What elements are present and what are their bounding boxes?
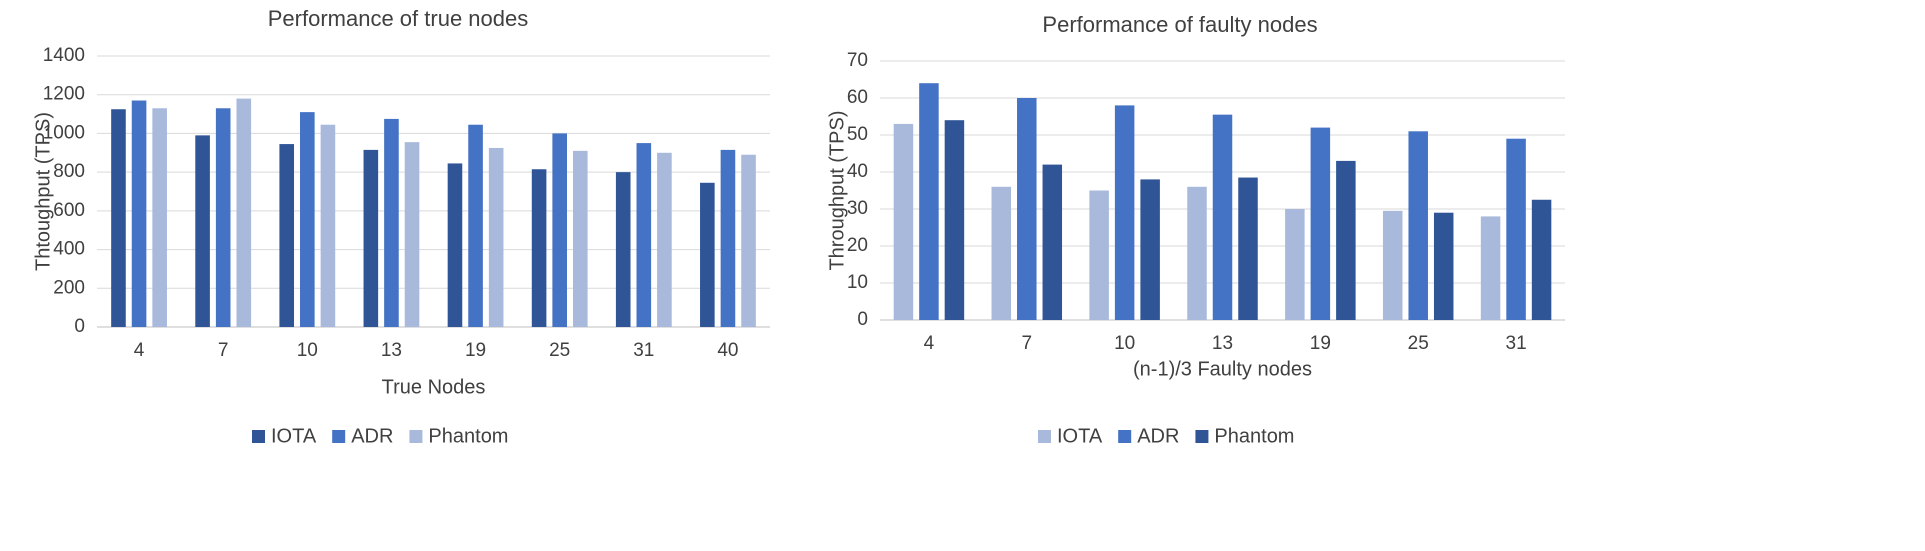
legend-swatch-phantom [1195,430,1209,443]
y-tick-label: 1400 [43,45,85,66]
legend-label-phantom: Phantom [428,425,508,447]
bar-adr-10 [1114,105,1135,321]
legend-swatch-iota [252,430,265,443]
bar-adr-4 [131,100,147,328]
bar-iota-10 [1089,190,1109,320]
x-tick-label: 19 [465,340,486,361]
y-tick-label: 10 [847,272,868,293]
y-tick-label: 30 [847,198,868,219]
y-tick-label: 20 [847,235,868,256]
y-axis-label: Throughput (TPS) [826,110,848,270]
bar-phantom-10 [1140,179,1160,320]
bar-iota-31 [615,172,631,327]
bar-phantom-7 [1042,164,1063,320]
bar-phantom-10 [320,124,336,327]
x-tick-label: 31 [1506,333,1527,354]
y-tick-label: 800 [53,161,85,182]
x-tick-label: 40 [717,340,738,361]
chart-title: Performance of true nodes [268,6,528,31]
x-tick-label: 7 [218,340,229,361]
y-tick-label: 1000 [43,122,85,143]
legend-label-iota: IOTA [1057,425,1103,447]
bar-phantom-13 [1238,177,1258,320]
legend-swatch-iota [1038,430,1051,443]
bar-iota-13 [1187,186,1207,320]
x-tick-label: 7 [1021,333,1032,354]
bar-phantom-13 [404,142,420,327]
legend-swatch-phantom [409,430,423,443]
bar-iota-40 [700,182,715,327]
bar-iota-19 [447,163,463,327]
x-tick-label: 25 [1408,333,1429,354]
bar-adr-19 [468,124,483,327]
x-tick-label: 25 [549,340,570,361]
bar-adr-40 [720,149,736,327]
bar-adr-31 [1506,138,1526,320]
legend-label-adr: ADR [351,425,393,447]
x-axis-label: True Nodes [382,376,486,398]
x-tick-label: 4 [924,333,935,354]
legend-swatch-adr [1118,430,1132,443]
chart-title: Performance of faulty nodes [1042,12,1317,37]
bar-phantom-25 [572,150,588,327]
bar-phantom-40 [741,154,756,327]
bar-iota-4 [111,109,126,327]
x-tick-label: 4 [134,340,145,361]
y-tick-label: 70 [847,50,868,71]
bar-iota-4 [893,123,914,321]
bar-phantom-25 [1433,212,1454,320]
bar-adr-7 [215,108,231,327]
x-tick-label: 10 [297,340,318,361]
x-tick-label: 13 [381,340,402,361]
y-tick-label: 400 [53,239,85,260]
x-tick-label: 31 [633,340,654,361]
bar-iota-13 [363,149,379,327]
y-tick-label: 60 [847,87,868,108]
bar-adr-25 [552,133,567,327]
bar-adr-4 [919,83,939,320]
bar-iota-19 [1285,209,1305,320]
bar-phantom-4 [152,108,167,327]
bar-iota-31 [1480,216,1501,320]
y-tick-label: 0 [857,309,868,330]
bar-phantom-19 [1336,160,1356,320]
x-tick-label: 13 [1212,333,1233,354]
legend-label-phantom: Phantom [1214,425,1294,447]
bar-iota-7 [991,186,1012,320]
chart-2: Performance of faulty nodes 0 10 20 30 40 50 60… [826,12,1565,447]
x-tick-label: 10 [1114,333,1135,354]
y-tick-label: 600 [53,200,85,221]
legend-label-iota: IOTA [271,425,317,447]
bar-phantom-4 [944,120,965,320]
bar-adr-10 [300,112,315,327]
bar-adr-19 [1310,127,1331,320]
y-tick-label: 50 [847,124,868,145]
bar-adr-25 [1408,131,1428,320]
bar-phantom-19 [488,147,504,327]
bar-phantom-31 [1531,199,1552,320]
y-tick-label: 200 [53,277,85,298]
bar-adr-13 [1212,114,1233,321]
bar-iota-25 [1382,210,1403,320]
bar-iota-10 [279,144,295,327]
chart-1: Performance of true nodes 0 200 400 600 800 10… [32,6,770,447]
x-axis-label: (n-1)/3 Faulty nodes [1133,358,1312,380]
legend-label-adr: ADR [1137,425,1179,447]
bar-phantom-31 [657,152,672,327]
legend-swatch-adr [332,430,346,443]
y-tick-label: 0 [74,316,85,337]
bar-adr-31 [636,143,652,327]
y-axis-label: Thtoughput (TPS) [32,112,54,271]
bar-adr-13 [384,118,399,328]
x-tick-label: 19 [1310,333,1331,354]
bar-adr-7 [1017,98,1037,320]
bar-iota-7 [195,135,210,327]
bar-phantom-7 [236,98,252,327]
bar-iota-25 [531,169,547,327]
y-tick-label: 40 [847,161,868,182]
y-tick-label: 1200 [43,84,85,105]
